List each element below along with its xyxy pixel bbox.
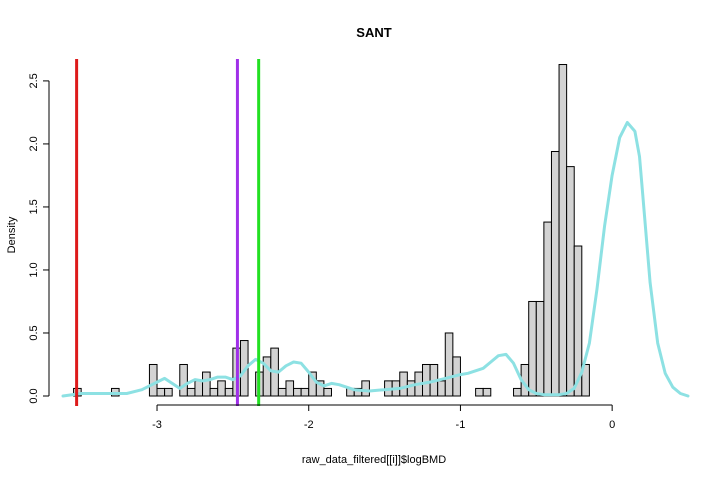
- histogram-bar: [535, 300, 545, 397]
- y-tick-label: 1.0: [28, 262, 40, 277]
- y-axis: 0.0 0.5 1.0 1.5 2.0 2.5: [28, 73, 50, 404]
- histogram-bar: [224, 387, 234, 397]
- histogram-bar: [566, 166, 575, 397]
- histogram-bar: [239, 340, 249, 397]
- x-axis: -3 -2 -1 0: [152, 404, 615, 431]
- chart-title: SANT: [356, 25, 391, 40]
- histogram-bar: [285, 380, 295, 397]
- x-tick-label: -2: [304, 419, 314, 431]
- histogram-bar: [217, 380, 226, 397]
- x-tick-label: -1: [456, 419, 466, 431]
- x-axis-label: raw_data_filtered[[i]]$logBMD: [302, 454, 446, 466]
- histogram-bar: [277, 387, 287, 397]
- y-tick-label: 2.0: [28, 136, 40, 151]
- histogram-bar: [293, 387, 302, 397]
- histogram-bar: [406, 380, 416, 397]
- histogram-bar: [164, 387, 173, 397]
- histogram-bar: [194, 380, 204, 397]
- y-tick-label: 0.0: [28, 388, 40, 403]
- histogram-bar: [156, 387, 166, 397]
- histogram-bar: [300, 387, 310, 397]
- histogram-bar: [209, 387, 219, 397]
- histogram-bar: [573, 245, 583, 397]
- histogram-bar: [558, 64, 568, 397]
- histogram-bar: [550, 150, 560, 397]
- histogram-bar: [528, 300, 537, 397]
- histogram-bar: [323, 387, 332, 397]
- x-tick-label: -3: [152, 419, 162, 431]
- vertical-lines: [75, 59, 261, 406]
- histogram-bars: [73, 64, 590, 397]
- histogram-bar: [437, 380, 446, 397]
- histogram-bar: [202, 371, 211, 397]
- histogram-bar: [444, 332, 454, 397]
- y-axis-label: Density: [6, 216, 18, 253]
- histogram-bar: [422, 363, 431, 397]
- histogram-bar: [148, 363, 158, 397]
- histogram-bar: [186, 387, 196, 397]
- density-curve: [61, 121, 690, 398]
- x-tick-label: 0: [609, 419, 615, 431]
- histogram-bar: [361, 380, 370, 397]
- histogram-bar: [482, 387, 492, 397]
- histogram-bar: [513, 387, 522, 397]
- histogram-bar: [399, 371, 408, 397]
- histogram-bar: [475, 387, 484, 397]
- histogram-bar: [543, 221, 552, 397]
- histogram-bar: [581, 363, 590, 397]
- histogram-bar: [179, 363, 188, 397]
- y-tick-label: 2.5: [28, 73, 40, 88]
- y-tick-label: 1.5: [28, 199, 40, 214]
- y-tick-label: 0.5: [28, 325, 40, 340]
